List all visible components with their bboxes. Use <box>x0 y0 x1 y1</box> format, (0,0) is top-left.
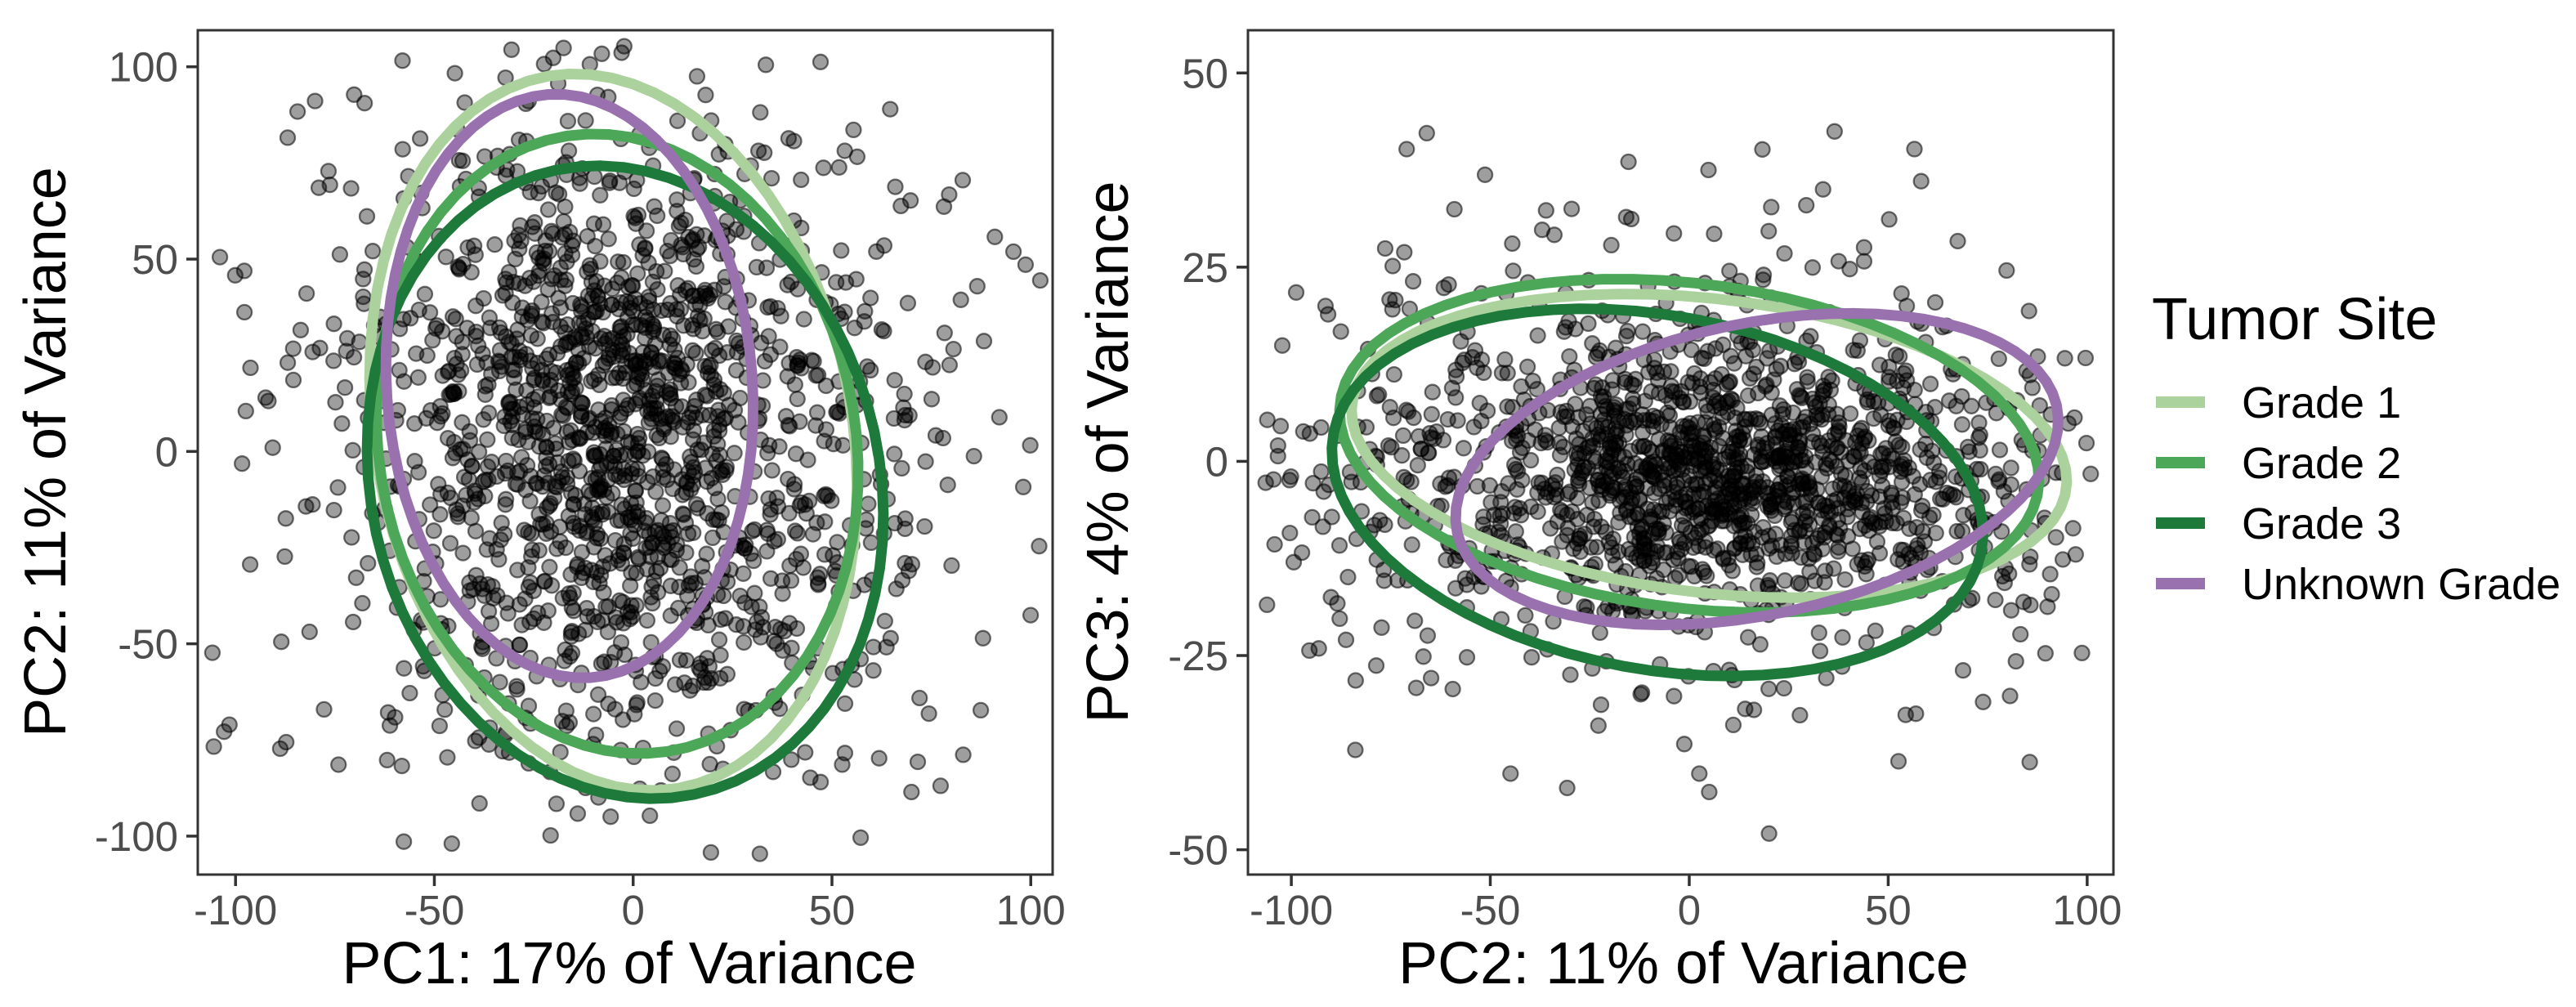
legend-swatch-grade-1-icon <box>2156 396 2205 408</box>
scatter-points-right <box>1257 123 2100 842</box>
panel-right: -100 -50 0 50 100 -50 -25 0 25 50 <box>1168 29 2122 933</box>
x-tick-label: -100 <box>1250 887 1333 933</box>
x-tick-label: -50 <box>1460 887 1521 933</box>
y-tick-label: -50 <box>1168 827 1228 874</box>
panel-left: -100 -50 0 50 100 -100 -50 0 50 100 <box>95 29 1066 933</box>
y-tick-label: -100 <box>95 813 178 860</box>
legend-item-label: Grade 3 <box>2242 499 2401 548</box>
ellipse-unknown-grade <box>1450 307 2064 630</box>
legend-items: Grade 1 Grade 2 Grade 3 Unknown Grade <box>2156 378 2560 609</box>
y-tick-label: -50 <box>118 621 178 668</box>
legend-item-grade-2: Grade 2 <box>2156 439 2401 488</box>
y-tick-label: 100 <box>109 44 178 91</box>
legend: Tumor Site Grade 1 Grade 2 Grade 3 Unknown … <box>2152 287 2560 609</box>
y-tick-label: 0 <box>1205 438 1228 485</box>
x-tick-label: 0 <box>622 887 645 933</box>
y-tick-label: -25 <box>1168 633 1228 679</box>
x-tick-label: -50 <box>405 887 465 933</box>
y-tick-label: 50 <box>1182 50 1228 96</box>
ellipse-unknown-grade <box>380 89 758 683</box>
y-axis-title-right: PC3: 4% of Variance <box>1076 181 1141 723</box>
legend-item-label: Grade 2 <box>2242 439 2401 488</box>
legend-item-label: Grade 1 <box>2242 378 2401 427</box>
ellipses-left <box>361 69 889 804</box>
ellipse-grade-3 <box>1326 303 1988 682</box>
x-tick-label: 100 <box>2052 887 2122 933</box>
legend-item-label: Unknown Grade <box>2242 560 2560 609</box>
x-tick-label: 100 <box>996 887 1066 933</box>
legend-swatch-grade-3-icon <box>2156 517 2205 529</box>
y-tick-label: 0 <box>155 428 178 475</box>
ellipses-right <box>1326 274 2073 682</box>
legend-swatch-unknown-grade-icon <box>2156 578 2205 589</box>
panel-border-right <box>1246 29 2115 876</box>
legend-item-grade-3: Grade 3 <box>2156 499 2401 548</box>
x-tick-label: -100 <box>194 887 277 933</box>
ellipse-grade-2 <box>371 128 864 759</box>
x-tick-label: 0 <box>1678 887 1701 933</box>
x-tick-label: 50 <box>1865 887 1912 933</box>
legend-title: Tumor Site <box>2152 287 2437 352</box>
scatter-points-left <box>203 38 1049 862</box>
legend-item-grade-1: Grade 1 <box>2156 378 2401 427</box>
y-tick-label: 25 <box>1182 244 1228 291</box>
y-tick-label: 50 <box>132 236 178 283</box>
y-axis-title-left: PC2: 11% of Variance <box>13 167 78 737</box>
x-tick-label: 50 <box>809 887 856 933</box>
x-axis-title-right: PC2: 11% of Variance <box>1398 931 1969 996</box>
legend-item-unknown-grade: Unknown Grade <box>2156 560 2560 609</box>
legend-swatch-grade-2-icon <box>2156 457 2205 468</box>
x-axis-title-left: PC1: 17% of Variance <box>342 931 916 996</box>
